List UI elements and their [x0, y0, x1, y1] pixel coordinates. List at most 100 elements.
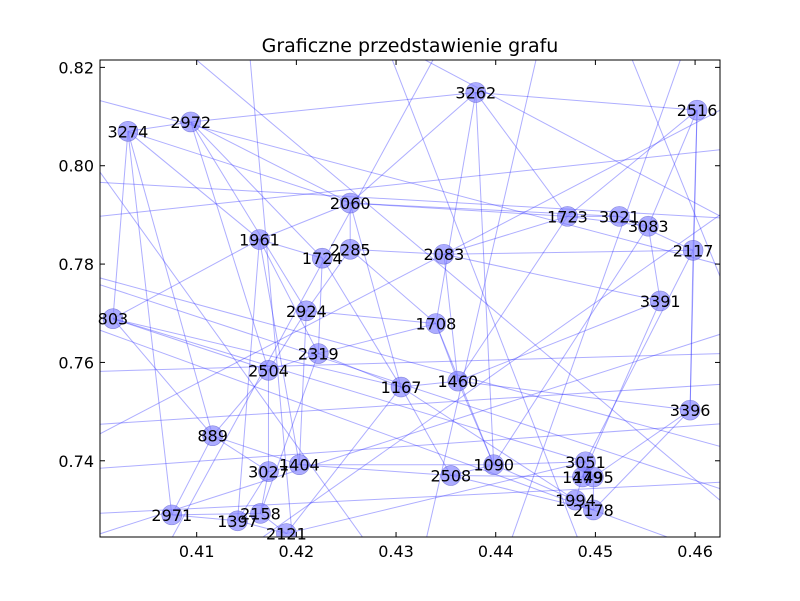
y-tick-label: 0.78 [58, 255, 94, 274]
graph-edge [450, 475, 583, 478]
graph-edge [424, 60, 720, 217]
graph-node [440, 465, 462, 486]
node-label: 2508 [431, 467, 472, 486]
graph-edge [349, 248, 437, 324]
graph-edge [190, 121, 351, 204]
graph-edge [443, 253, 661, 302]
graph-edge [171, 435, 214, 516]
node-label: 2504 [248, 361, 289, 380]
graph-edge [112, 131, 129, 319]
graph-edge [318, 323, 437, 355]
chart-title: Graficzne przedstawienie grafu [262, 35, 559, 57]
graph-node [258, 461, 279, 482]
x-axis: 0.41 0.42 0.43 0.44 0.45 0.46 [179, 60, 713, 561]
x-tick-label: 0.45 [578, 542, 614, 561]
graph-edge [286, 386, 402, 534]
graph-edge [350, 248, 444, 255]
graph-edge [127, 130, 351, 204]
graph-node [649, 290, 671, 312]
graph-edge [435, 323, 495, 465]
graph-edge [100, 277, 720, 447]
node-label: 1167 [381, 378, 422, 397]
graph-edge [350, 202, 568, 217]
graph-edge [212, 435, 300, 466]
graph-edge [212, 369, 269, 437]
graph-edge [391, 60, 578, 537]
graph-edge [306, 310, 436, 325]
graph-edge [511, 60, 681, 537]
node-label: 2972 [170, 113, 211, 132]
graph-node [679, 399, 701, 421]
node-label: 3274 [108, 122, 149, 141]
node-label: 1961 [239, 230, 280, 249]
graph-edge [318, 353, 402, 388]
graph-edge [127, 131, 214, 436]
graph-node [686, 99, 708, 121]
graph-node [117, 121, 139, 142]
graph-edge [259, 239, 323, 259]
graph-node [447, 370, 469, 392]
graph-node [258, 359, 279, 381]
node-label: 3021 [599, 207, 640, 226]
graph-edge [100, 329, 669, 537]
plot-frame [99, 59, 721, 538]
graph-node [311, 247, 333, 269]
node-label: 803 [98, 310, 129, 329]
graph-edge [190, 121, 307, 312]
graph-node [583, 466, 604, 488]
graph-edge [112, 318, 214, 437]
graph-node [161, 504, 183, 526]
graph-edge [258, 239, 300, 465]
graph-edge [100, 109, 720, 435]
graph-node [249, 229, 270, 250]
node-label: 2121 [266, 525, 307, 544]
graph-edge [195, 60, 720, 501]
node-label: 1724 [302, 249, 343, 268]
node-label: 1708 [416, 315, 457, 334]
graph-edge [127, 121, 191, 132]
node-label: 3051 [565, 453, 606, 472]
node-label: 2971 [151, 506, 192, 525]
y-tick-label: 0.80 [58, 157, 94, 176]
graph-edge [457, 300, 661, 382]
node-label: 2319 [298, 345, 339, 364]
graph-edge [112, 318, 402, 388]
node-label: 1397 [217, 512, 258, 531]
graph-edge [435, 92, 477, 324]
graph-edge [259, 239, 319, 354]
graph-edge [100, 333, 720, 535]
plot-area [100, 60, 720, 537]
graph-edge [305, 249, 351, 312]
graph-node [296, 300, 317, 322]
node-label: 2117 [673, 241, 714, 260]
node-label: 3391 [640, 292, 681, 311]
graph-edge [457, 216, 568, 382]
y-tick-label: 0.76 [58, 353, 94, 372]
graph-edge [249, 60, 293, 537]
graph-edge [298, 310, 307, 465]
graph-node [465, 82, 487, 103]
graph-edge [171, 514, 238, 522]
graph-edge [647, 226, 661, 302]
graph-node [682, 240, 704, 261]
graph-edge [619, 215, 694, 251]
graph-node [637, 215, 659, 237]
graph-edge [171, 512, 261, 516]
graph-edge [112, 318, 269, 371]
graph-edge [567, 109, 698, 217]
graph-edge [400, 386, 452, 476]
graph-edge [112, 239, 260, 320]
graph-edge [260, 353, 319, 514]
graph-edge [692, 110, 698, 251]
graph-node [289, 454, 310, 476]
node-label: 3396 [670, 401, 711, 420]
graph-edge [584, 250, 694, 462]
graph-edge [457, 380, 691, 411]
graph-edge [286, 461, 586, 535]
graph-node [307, 343, 329, 364]
graph-edge [212, 435, 269, 473]
node-label: 2083 [424, 245, 465, 264]
graph-node [250, 503, 271, 524]
graph-node [390, 376, 412, 398]
